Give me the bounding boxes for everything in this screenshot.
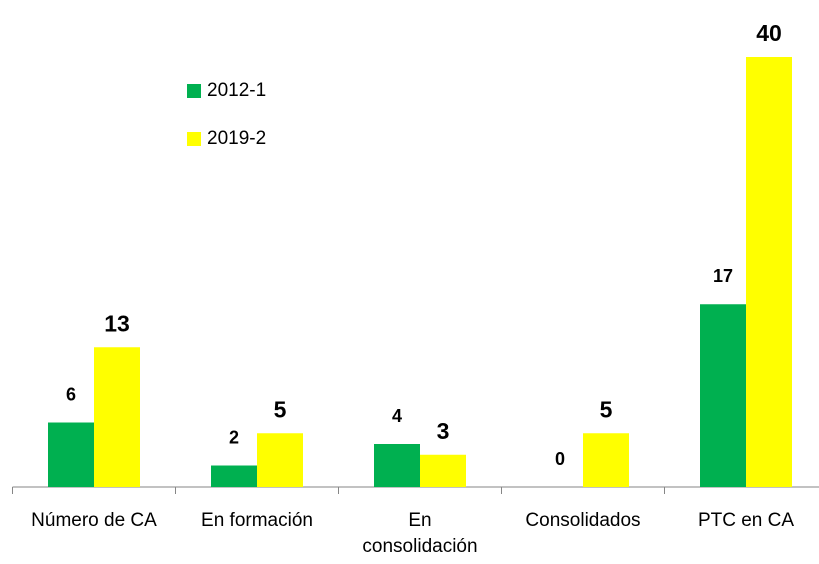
- data-label: 2: [229, 427, 239, 447]
- data-label: 40: [756, 20, 782, 46]
- data-label: 6: [66, 384, 76, 404]
- data-label: 5: [600, 396, 613, 422]
- bar: [420, 454, 466, 487]
- bar: [94, 347, 140, 487]
- x-tick-label: PTC en CA: [697, 510, 795, 531]
- bar: [374, 444, 420, 487]
- data-label: 0: [555, 449, 565, 469]
- legend-swatch: [187, 132, 201, 146]
- bar: [257, 433, 303, 487]
- bar: [211, 465, 257, 487]
- bar: [700, 304, 746, 487]
- x-tick-label: En formación: [201, 510, 313, 531]
- x-tick-label: Consolidados: [525, 510, 641, 531]
- x-tick-label: Número de CA: [31, 510, 157, 531]
- data-label: 17: [713, 266, 733, 286]
- data-label: 13: [104, 310, 130, 336]
- data-label: 3: [437, 418, 450, 444]
- bar: [583, 433, 629, 487]
- data-label: 4: [392, 406, 402, 426]
- legend-swatch: [187, 84, 201, 98]
- x-tick-label: En consolidación: [362, 510, 478, 557]
- bar: [746, 57, 792, 487]
- bar: [48, 422, 94, 487]
- legend-label: 2012-1: [207, 80, 266, 101]
- legend-label: 2019-2: [207, 128, 266, 149]
- data-label: 5: [274, 396, 287, 422]
